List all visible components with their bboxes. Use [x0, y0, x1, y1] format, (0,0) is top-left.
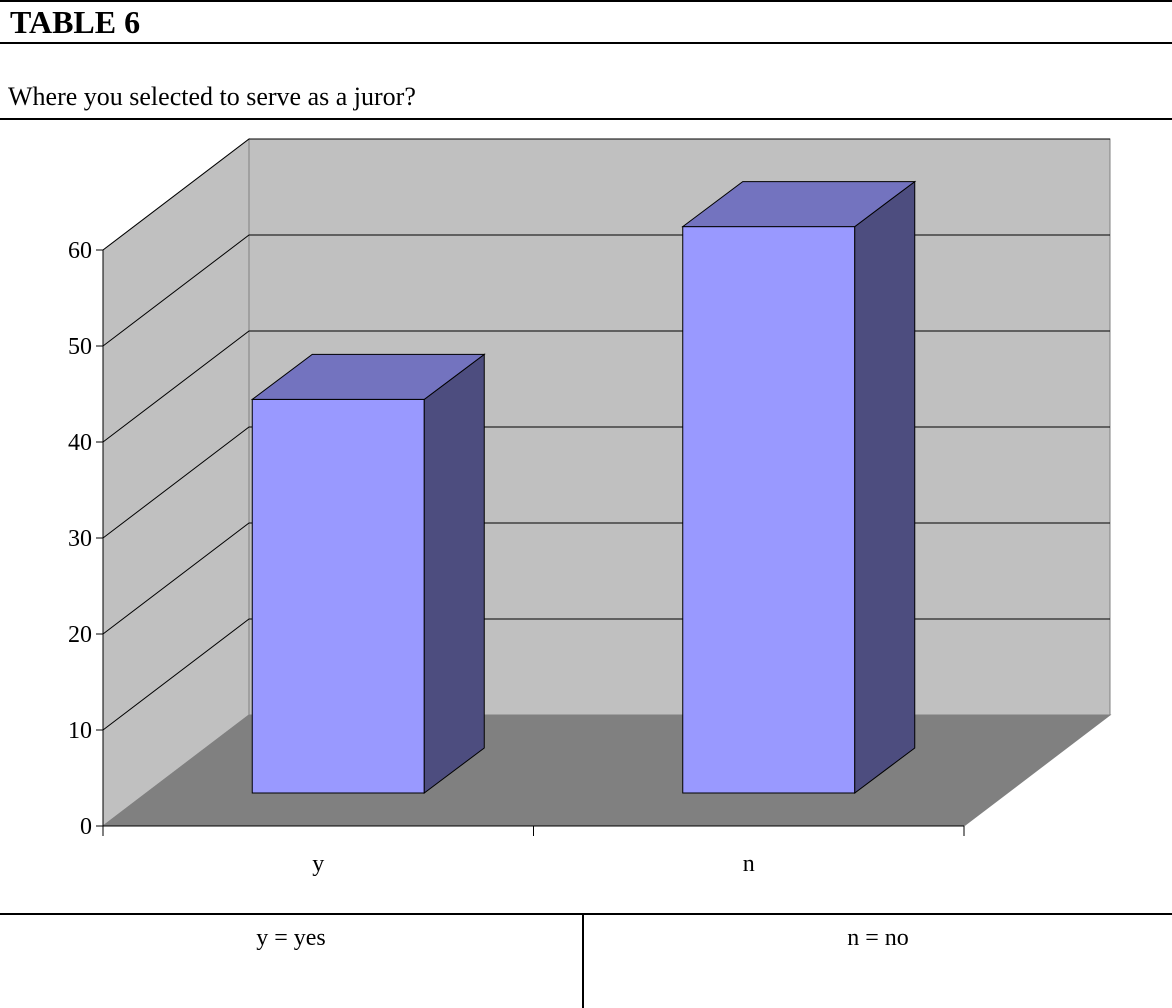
y-axis-tick-label: 40: [68, 430, 92, 456]
x-axis-label-n: n: [743, 851, 755, 877]
table-title: TABLE 6: [10, 4, 141, 40]
y-axis-tick-label: 0: [80, 814, 92, 840]
bar-chart: 0 10 20 30 40 50 60 y n: [68, 137, 1112, 877]
y-axis-tick-label: 60: [68, 238, 92, 264]
y-axis-tick-label: 20: [68, 622, 92, 648]
bar-top-n: [681, 181, 917, 228]
bar-n: [682, 226, 856, 794]
survey-question: Where you selected to serve as a juror?: [8, 82, 416, 111]
bar-top-y: [250, 353, 486, 400]
bar-side-n: [854, 180, 916, 794]
table-heading: TABLE 6: [0, 0, 1172, 44]
y-axis-tick-label: 30: [68, 526, 92, 552]
bar-y: [251, 398, 425, 794]
legend-yes: y = yes: [0, 915, 584, 1008]
question-divider: [0, 118, 1172, 120]
y-axis-tick-label: 10: [68, 718, 92, 744]
legend-no: n = no: [847, 925, 909, 951]
legend-table: y = yes n = no: [0, 913, 1172, 1008]
gridline: [102, 138, 1110, 251]
x-axis-label-y: y: [312, 851, 324, 877]
bar-side-y: [423, 353, 485, 794]
y-axis-tick-label: 50: [68, 334, 92, 360]
